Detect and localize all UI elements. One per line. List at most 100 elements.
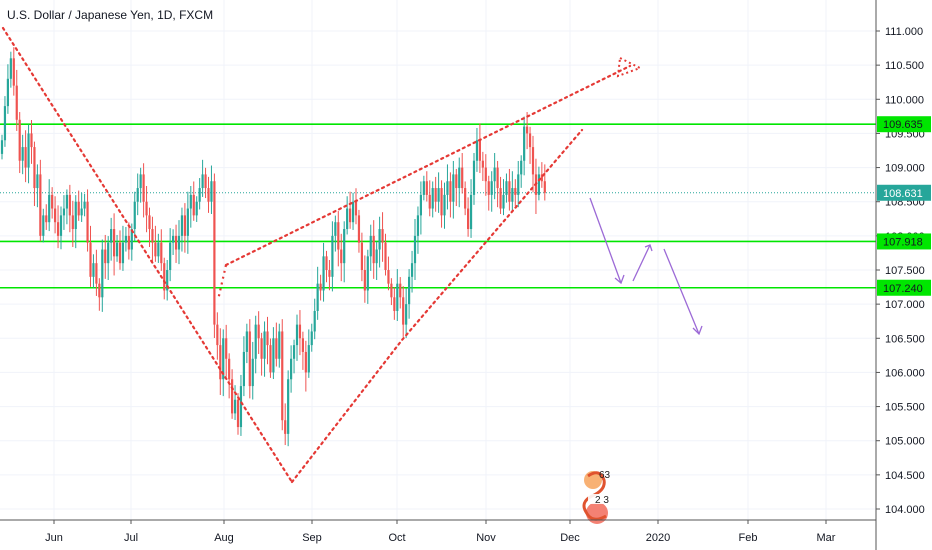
level-label: 109.635 — [883, 119, 923, 131]
candle — [537, 166, 540, 201]
candle — [496, 160, 499, 208]
y-tick-label: 107.500 — [885, 265, 925, 277]
candle — [45, 204, 48, 230]
candle — [301, 331, 304, 370]
candle — [493, 153, 496, 200]
candle — [278, 323, 281, 368]
watermark-logo: 63 2 3 — [582, 470, 611, 524]
candle — [65, 189, 68, 225]
candle — [68, 184, 71, 233]
y-tick-label: 110.500 — [885, 60, 924, 72]
candle — [219, 328, 222, 395]
candle — [505, 173, 508, 203]
x-tick-label: Feb — [739, 532, 758, 544]
x-tick-label: Dec — [560, 532, 580, 544]
candle — [169, 228, 172, 282]
candle — [21, 134, 24, 175]
level-label: 107.240 — [883, 283, 923, 295]
candle — [245, 323, 248, 364]
candle — [166, 259, 169, 301]
candle — [89, 225, 92, 287]
candle — [101, 239, 104, 312]
drawings — [1, 26, 703, 484]
candle — [201, 159, 204, 197]
candle — [239, 374, 243, 436]
candle — [242, 336, 245, 397]
y-tick-label: 109.000 — [885, 163, 925, 175]
candle — [422, 175, 425, 201]
candle — [127, 222, 130, 260]
candle — [154, 225, 157, 262]
candle — [316, 266, 319, 320]
candle — [180, 207, 184, 252]
candle — [307, 329, 310, 378]
candle — [472, 153, 476, 205]
candle — [133, 191, 136, 242]
x-tick-label: Sep — [302, 532, 322, 544]
candle — [228, 353, 231, 399]
candle — [443, 182, 446, 229]
candle — [18, 112, 21, 174]
candle — [254, 315, 257, 374]
candle — [142, 163, 145, 218]
candle — [378, 216, 381, 268]
candle — [51, 187, 54, 219]
candle — [113, 213, 116, 276]
candle — [514, 179, 517, 207]
candle — [86, 189, 89, 252]
y-tick-label: 107.000 — [885, 299, 925, 311]
x-axis: Jun Jul Aug Sep Oct Nov Dec 2020 Feb Mar — [0, 519, 876, 544]
candle — [257, 311, 260, 354]
wedge-upper-line — [1, 26, 294, 484]
candle — [437, 172, 440, 213]
candle — [42, 208, 45, 243]
candle — [157, 233, 160, 263]
candle — [425, 171, 428, 202]
candle — [340, 233, 343, 282]
x-tick-label: Jun — [45, 532, 63, 544]
candle — [6, 64, 9, 114]
candle — [446, 164, 449, 210]
candle — [71, 200, 74, 248]
x-tick-label: Aug — [214, 532, 234, 544]
candle — [80, 192, 83, 222]
candle — [520, 155, 523, 188]
candle — [511, 171, 514, 212]
candle — [399, 277, 402, 309]
candle — [183, 203, 186, 253]
candle — [475, 127, 479, 172]
candle — [387, 256, 390, 291]
candle — [216, 312, 219, 360]
candle — [298, 310, 302, 356]
candle — [292, 339, 296, 374]
candle — [9, 51, 12, 88]
candle — [210, 165, 213, 215]
y-tick-label: 110.000 — [885, 94, 924, 106]
x-tick-label: Oct — [388, 532, 405, 544]
y-tick-label: 106.000 — [885, 367, 925, 379]
candle — [372, 220, 375, 279]
candle — [56, 205, 60, 249]
last-price-label: 108.631 — [883, 188, 923, 200]
candle — [360, 232, 363, 282]
candle — [148, 207, 151, 248]
svg-text:63: 63 — [599, 470, 611, 481]
y-tick-label: 111.000 — [885, 26, 923, 38]
candle — [124, 226, 127, 252]
candle — [295, 314, 299, 361]
candle — [281, 319, 284, 431]
candle — [455, 168, 458, 207]
candle — [458, 157, 461, 208]
candle — [351, 192, 355, 230]
candle — [369, 224, 372, 271]
candles — [0, 47, 546, 447]
candle — [322, 242, 325, 302]
wedge-bottom-line — [290, 128, 584, 484]
candle — [481, 151, 484, 182]
candle — [213, 173, 216, 339]
candle — [33, 141, 36, 207]
candle — [189, 186, 192, 228]
candle — [62, 195, 66, 230]
candle — [59, 206, 63, 250]
